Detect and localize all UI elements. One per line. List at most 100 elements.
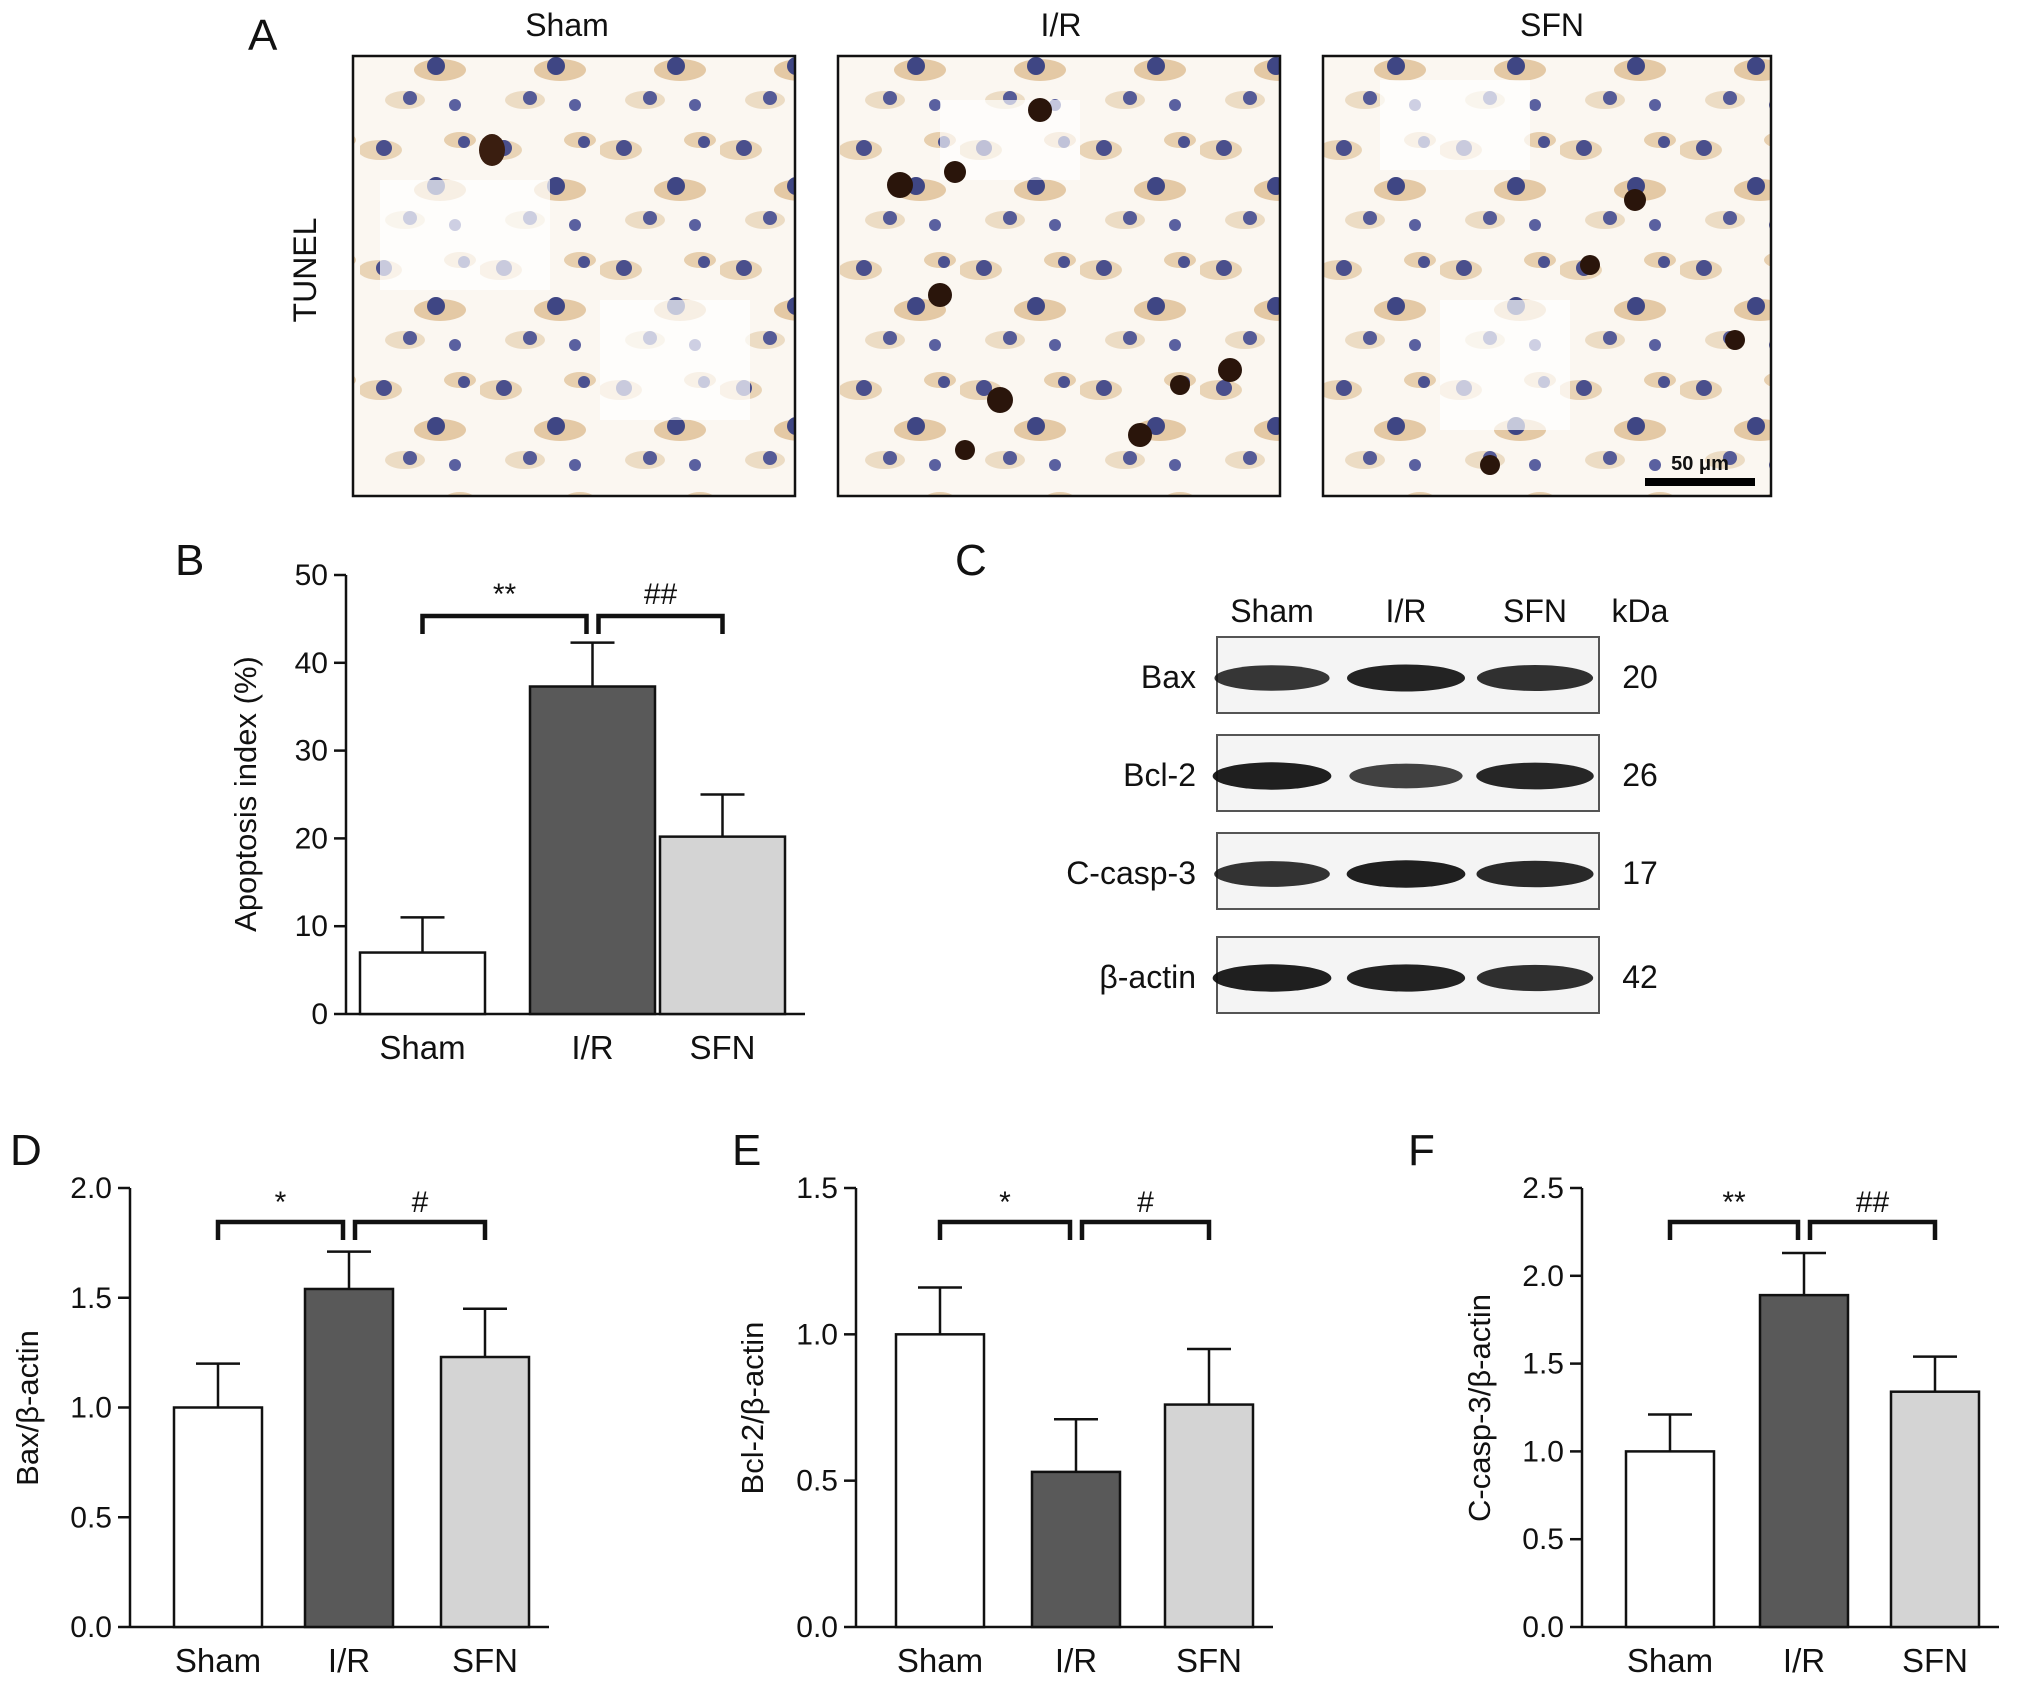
category-label: SFN — [452, 1642, 518, 1679]
panel-letter: B — [175, 536, 204, 585]
chart-d: D 0.0 0.5 1.0 1.5 2.0 Bax/β-actin Sham I/R SFN * # — [10, 1126, 549, 1679]
blot-row-1: Bcl-2 26 — [1123, 734, 1658, 812]
lane-label-ir: I/R — [1386, 593, 1427, 629]
micrograph-title-ir: I/R — [1041, 7, 1082, 43]
bar-sfn — [1889, 1390, 1981, 1629]
bar-sham — [358, 951, 487, 1016]
significance-label: * — [999, 1186, 1011, 1219]
lane-label-sfn: SFN — [1503, 593, 1567, 629]
y-tick-label: 30 — [295, 735, 328, 768]
significance-label: ## — [1856, 1186, 1890, 1219]
bar-sfn — [658, 835, 787, 1016]
panel-letter: F — [1408, 1126, 1435, 1175]
y-tick-label: 2.0 — [1522, 1260, 1564, 1293]
significance-label: ** — [493, 578, 517, 611]
blot-band — [1212, 762, 1332, 790]
category-label: I/R — [328, 1642, 370, 1679]
chart-f: F 0.0 0.5 1.0 1.5 2.0 2.5 C-casp-3/β-actin Sham I… — [1408, 1126, 1999, 1679]
category-label: Sham — [175, 1642, 261, 1679]
significance-label: # — [412, 1186, 429, 1219]
panel-letter-c: C — [955, 536, 987, 585]
protein-label: Bcl-2 — [1123, 757, 1196, 793]
y-tick-label: 2.5 — [1522, 1172, 1564, 1205]
blot-band — [1212, 964, 1332, 992]
significance-bracket — [215, 1219, 346, 1240]
significance-label: # — [1137, 1186, 1154, 1219]
category-label: Sham — [379, 1029, 465, 1066]
y-tick-label: 20 — [295, 822, 328, 855]
y-tick-label: 2.0 — [70, 1172, 112, 1205]
blot-band — [1476, 964, 1594, 992]
category-label: Sham — [897, 1642, 983, 1679]
kda-value: 17 — [1622, 855, 1658, 891]
significance-bracket — [420, 613, 589, 634]
blot-row-2: C-casp-3 17 — [1066, 832, 1658, 910]
category-label: SFN — [690, 1029, 756, 1066]
bar-sfn — [439, 1355, 531, 1629]
chart-e: E 0.0 0.5 1.0 1.5 Bcl-2/β-actin Sham I/R SFN * # — [732, 1126, 1273, 1679]
y-tick-label: 1.5 — [796, 1172, 838, 1205]
kda-value: 26 — [1622, 757, 1658, 793]
bar-ir — [528, 685, 657, 1016]
y-tick-label: 0 — [311, 998, 328, 1031]
protein-label: β-actin — [1099, 959, 1196, 995]
blot-band — [1346, 964, 1466, 992]
kda-header: kDa — [1612, 593, 1669, 629]
category-label: SFN — [1176, 1642, 1242, 1679]
chart-b: B 0 10 20 30 40 50 Apoptosis index (%) Sham I/R SF… — [175, 536, 805, 1066]
blot-band — [1476, 860, 1594, 888]
significance-label: ** — [1722, 1186, 1746, 1219]
significance-bracket — [596, 613, 725, 634]
y-tick-label: 0.5 — [70, 1501, 112, 1534]
kda-value: 20 — [1622, 659, 1658, 695]
micrograph-title-sfn: SFN — [1520, 7, 1584, 43]
blot-band — [1476, 664, 1594, 692]
significance-bracket — [937, 1219, 1073, 1240]
significance-bracket — [1807, 1219, 1938, 1240]
category-label: SFN — [1902, 1642, 1968, 1679]
micrograph-title-sham: Sham — [525, 7, 609, 43]
y-tick-label: 1.0 — [70, 1392, 112, 1425]
panel-c: C Sham I/R SFN kDa Bax 20 Bcl-2 26 C-casp-3 1… — [955, 536, 1669, 1014]
bar-sham — [172, 1406, 264, 1629]
y-tick-label: 0.5 — [1522, 1523, 1564, 1556]
significance-label: ## — [644, 578, 678, 611]
blot-band — [1214, 861, 1330, 887]
micrograph-sfn: 50 μm — [1321, 54, 1773, 498]
blot-band — [1349, 763, 1463, 789]
protein-label: C-casp-3 — [1066, 855, 1196, 891]
y-tick-label: 0.5 — [796, 1465, 838, 1498]
panel-a: A TUNEL Sham I/R — [248, 7, 1773, 498]
category-label: I/R — [1783, 1642, 1825, 1679]
panel-letter: D — [10, 1126, 42, 1175]
y-tick-label: 1.5 — [70, 1282, 112, 1315]
bar-sham — [894, 1333, 986, 1629]
bar-ir — [303, 1287, 395, 1629]
y-axis-label: Apoptosis index (%) — [228, 656, 263, 932]
y-tick-label: 40 — [295, 647, 328, 680]
blot-band — [1346, 664, 1466, 692]
y-tick-label: 1.5 — [1522, 1348, 1564, 1381]
blot-row-0: Bax 20 — [1141, 636, 1658, 714]
y-tick-label: 0.0 — [70, 1611, 112, 1644]
y-tick-label: 0.0 — [796, 1611, 838, 1644]
blot-rows: Bax 20 Bcl-2 26 C-casp-3 17 β-actin 42 — [1066, 636, 1658, 1014]
y-tick-label: 1.0 — [796, 1318, 838, 1351]
significance-bracket — [1667, 1219, 1801, 1240]
micrograph-sham — [351, 54, 797, 498]
tunel-row-label: TUNEL — [287, 218, 323, 323]
bar-ir — [1758, 1293, 1850, 1629]
y-tick-label: 1.0 — [1522, 1435, 1564, 1468]
bar-sfn — [1163, 1403, 1255, 1629]
blot-band — [1476, 762, 1594, 790]
blot-band — [1346, 860, 1466, 888]
lane-label-sham: Sham — [1230, 593, 1314, 629]
significance-bracket — [352, 1219, 488, 1240]
category-label: Sham — [1627, 1642, 1713, 1679]
y-tick-label: 50 — [295, 559, 328, 592]
blot-band — [1214, 665, 1330, 691]
bar-ir — [1030, 1470, 1122, 1629]
y-axis-label: Bax/β-actin — [10, 1330, 45, 1486]
significance-label: * — [275, 1186, 287, 1219]
